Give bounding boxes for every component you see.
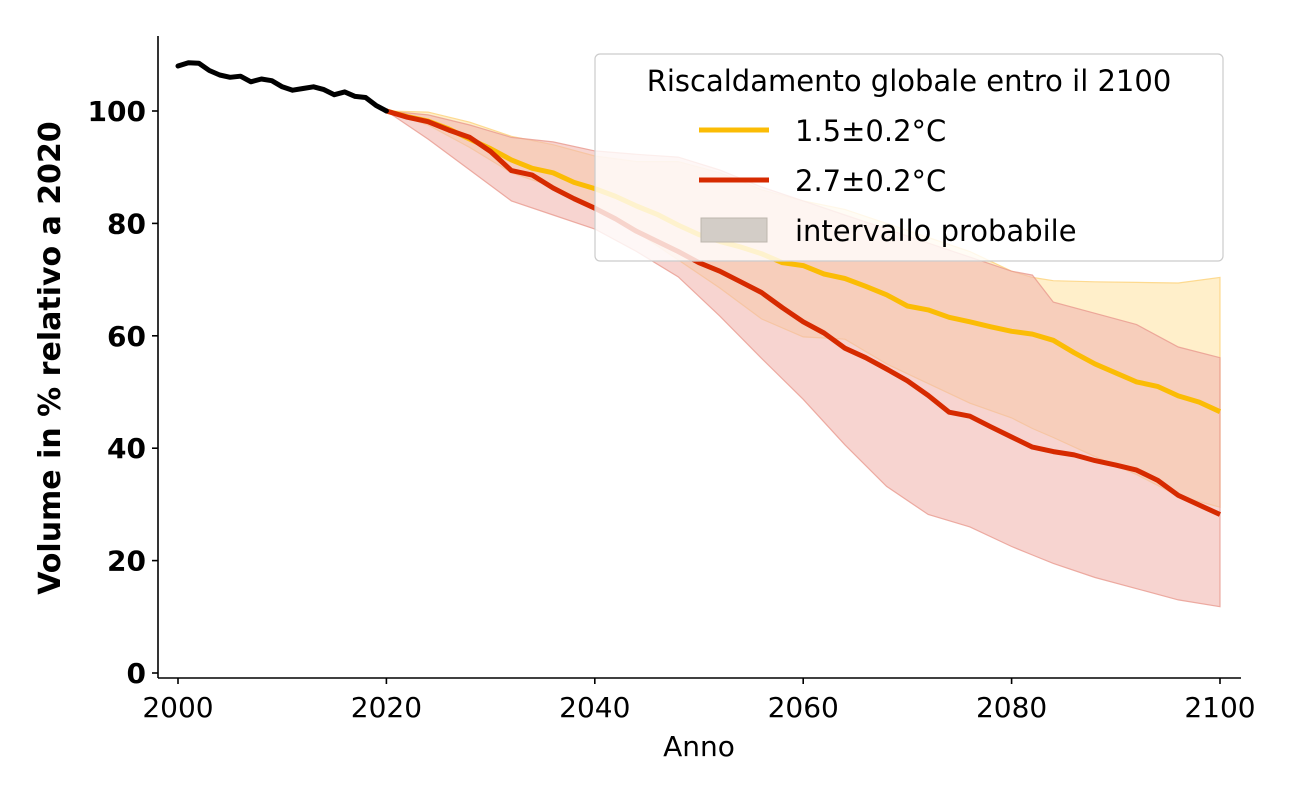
x-axis-ticks: 2000 2020 2040 2060 2080 2100: [142, 678, 1256, 724]
x-tick-label: 2080: [976, 691, 1047, 724]
series-line-observed: [175, 60, 389, 114]
x-tick-label: 2060: [768, 691, 839, 724]
x-axis-title: Anno: [663, 730, 735, 763]
lines-layer: [175, 60, 1222, 517]
y-axis-title: Volume in % relativo a 2020: [33, 121, 68, 595]
x-tick-label: 2100: [1184, 691, 1255, 724]
y-tick-label: 0: [127, 657, 146, 690]
legend-frame: [594, 53, 1224, 262]
series-line-scen_15: [385, 108, 1222, 414]
x-tick-label: 2000: [142, 691, 213, 724]
legend: Riscaldamento globale entro il 2100 1.5±…: [594, 53, 1224, 262]
y-tick-label: 20: [107, 545, 146, 578]
y-tick-label: 60: [107, 320, 146, 353]
y-tick-label: 100: [88, 95, 146, 128]
x-tick-label: 2020: [351, 691, 422, 724]
legend-label-likely-range: intervallo probabile: [795, 214, 1077, 248]
legend-title: Riscaldamento globale entro il 2100: [647, 64, 1172, 98]
x-tick-label: 2040: [559, 691, 630, 724]
series-line-scen_27: [385, 108, 1222, 517]
legend-label-2-7: 2.7±0.2°C: [795, 164, 946, 198]
y-axis-ticks: 0 20 40 60 80 100: [88, 95, 158, 690]
y-tick-label: 80: [107, 207, 146, 240]
y-tick-label: 40: [107, 432, 146, 465]
legend-patch-likely-range: [700, 217, 768, 243]
legend-label-1-5: 1.5±0.2°C: [795, 114, 946, 148]
